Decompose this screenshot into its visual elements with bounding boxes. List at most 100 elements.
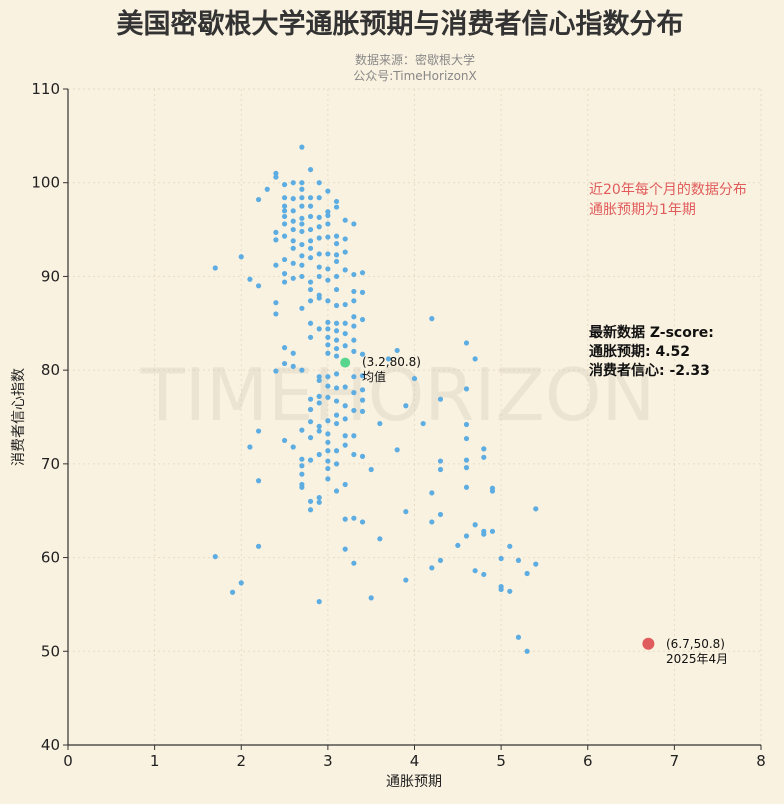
data-point [307, 334, 314, 340]
data-point [325, 458, 331, 464]
data-point [299, 262, 305, 268]
data-point [325, 465, 331, 472]
data-point [342, 267, 348, 273]
data-point [247, 276, 253, 282]
data-point [307, 195, 314, 201]
data-point [316, 599, 322, 605]
data-point [359, 408, 366, 414]
data-point [290, 218, 296, 224]
data-point [463, 435, 470, 442]
data-point [429, 316, 435, 322]
data-point [325, 209, 331, 215]
data-point [351, 374, 357, 380]
data-point [333, 398, 340, 404]
data-point [333, 412, 340, 418]
data-point [316, 326, 322, 332]
data-point [333, 252, 340, 258]
data-point [333, 320, 340, 326]
data-point [333, 488, 340, 494]
data-point [333, 273, 340, 280]
y-tick-label: 110 [31, 80, 60, 98]
data-point [290, 208, 296, 214]
data-point [463, 340, 470, 346]
data-point [342, 249, 348, 255]
data-point [359, 453, 366, 459]
data-point [299, 203, 305, 209]
data-point [359, 351, 366, 357]
data-point [307, 166, 314, 173]
data-point [351, 271, 357, 278]
data-point [359, 397, 366, 403]
y-axis-label: 消费者信心指数 [11, 368, 27, 466]
data-point [507, 543, 513, 549]
data-point [290, 238, 296, 244]
data-point [333, 302, 340, 309]
data-point [463, 484, 470, 490]
data-point [316, 494, 322, 501]
data-point [481, 531, 487, 537]
data-point [333, 371, 340, 377]
data-point [212, 265, 218, 271]
zscore-title: 最新数据 Z-score: [589, 324, 714, 341]
data-point [333, 461, 340, 467]
data-point [281, 195, 288, 201]
watermark: TIMEHORIZON [140, 353, 656, 437]
data-point [325, 221, 331, 227]
data-point [264, 186, 270, 192]
data-point [411, 375, 418, 382]
data-point [351, 433, 357, 439]
data-point [325, 334, 331, 340]
data-point [281, 203, 288, 209]
data-point [325, 374, 331, 380]
data-point [281, 360, 288, 367]
data-point [377, 536, 383, 542]
data-point [429, 490, 435, 496]
data-point [342, 403, 348, 409]
data-point [316, 264, 322, 270]
latest-label: (6.7,50.8) [666, 637, 725, 651]
data-point [351, 323, 357, 329]
data-point [463, 533, 470, 539]
data-point [299, 367, 305, 373]
data-point [273, 368, 279, 374]
data-point [342, 236, 348, 242]
data-point [307, 320, 314, 326]
data-point [533, 561, 539, 567]
data-point [299, 228, 305, 235]
data-point [515, 634, 522, 640]
data-point [307, 457, 314, 463]
data-point [273, 262, 279, 268]
data-point [281, 271, 288, 277]
data-point [229, 589, 236, 595]
note-line-2: 通胀预期为1年期 [589, 202, 696, 218]
mean-label: (3.2,80.8) [362, 355, 421, 369]
data-point [325, 277, 331, 283]
data-point [368, 466, 374, 473]
data-point [299, 195, 305, 201]
zscore-inflation: 通胀预期: 4.52 [589, 344, 690, 360]
data-point [359, 270, 366, 276]
data-point [307, 279, 314, 285]
x-tick-label: 8 [756, 752, 766, 770]
x-tick-label: 2 [236, 752, 246, 770]
data-point [281, 208, 288, 214]
data-point [489, 528, 496, 534]
data-point [290, 350, 296, 356]
y-tick-label: 70 [41, 455, 60, 473]
data-point [281, 213, 288, 220]
data-point [290, 196, 296, 202]
data-point [307, 286, 314, 293]
latest-sublabel: 2025年4月 [666, 652, 728, 666]
data-point [307, 245, 314, 251]
data-point [481, 571, 487, 578]
chart-subtitle-source: 数据来源：密歇根大学 [355, 52, 475, 67]
data-point [463, 465, 470, 471]
data-point [333, 286, 340, 293]
data-point [524, 570, 530, 577]
data-point [325, 234, 331, 240]
data-point [325, 212, 331, 219]
data-point [385, 356, 392, 362]
data-point [325, 448, 331, 454]
chart-title: 美国密歇根大学通胀预期与消费者信心指数分布 [117, 8, 684, 40]
data-point [325, 319, 331, 325]
